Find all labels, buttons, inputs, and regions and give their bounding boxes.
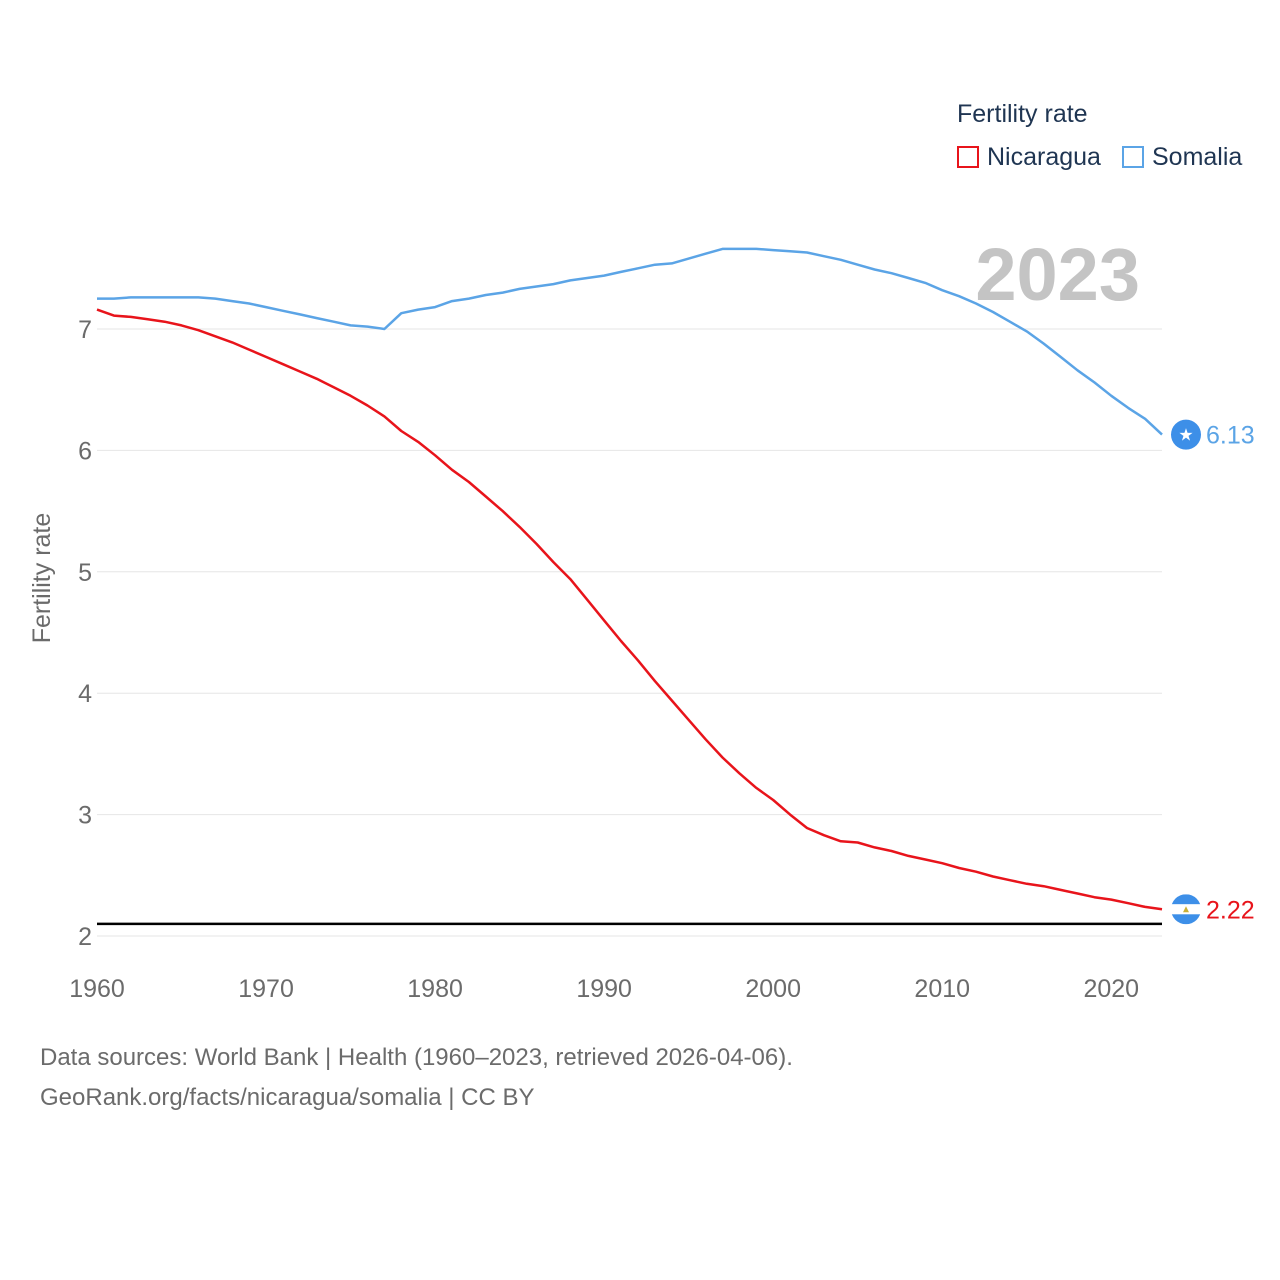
y-tick-label: 7 (78, 316, 92, 344)
y-tick-labels: 2 3 4 5 6 7 (78, 316, 92, 951)
somalia-flag-icon: ★ (1171, 419, 1201, 450)
end-value-label-somalia: 6.13 (1206, 422, 1255, 450)
y-tick-label: 4 (78, 680, 92, 708)
x-tick-labels: 1960 1970 1980 1990 2000 2010 2020 (69, 975, 1139, 1003)
series-line-somalia[interactable] (97, 247, 1163, 436)
svg-text:★: ★ (1178, 426, 1193, 446)
legend-swatch-somalia (1122, 146, 1144, 168)
legend-item-somalia[interactable]: Somalia (1122, 142, 1242, 172)
y-tick-label: 6 (78, 437, 92, 465)
y-axis-label: Fertility rate (28, 513, 56, 644)
x-tick-label: 2010 (914, 975, 970, 1003)
gridlines (97, 328, 1162, 937)
series-lines (96, 247, 1163, 911)
attribution-link[interactable]: GeoRank.org/facts/nicaragua/somalia | CC… (40, 1084, 535, 1111)
y-tick-label: 3 (78, 802, 92, 830)
x-tick-label: 2000 (745, 975, 801, 1003)
year-badge: 2023 (975, 233, 1140, 316)
end-markers: ★ 6.13 2.22 (1171, 419, 1255, 925)
x-tick-label: 1980 (407, 975, 463, 1003)
legend-title: Fertility rate (957, 100, 1088, 128)
legend-label-somalia: Somalia (1152, 142, 1243, 171)
data-source-text: Data sources: World Bank | Health (1960–… (40, 1044, 793, 1071)
legend-swatch-nicaragua (957, 146, 979, 168)
series-line-nicaragua[interactable] (96, 308, 1163, 911)
x-tick-label: 1970 (238, 975, 294, 1003)
x-tick-label: 1960 (69, 975, 125, 1003)
y-tick-label: 2 (78, 923, 92, 951)
y-tick-label: 5 (78, 559, 92, 587)
x-tick-label: 2020 (1083, 975, 1139, 1003)
legend-label-nicaragua: Nicaragua (987, 142, 1101, 171)
end-value-label-nicaragua: 2.22 (1206, 896, 1255, 924)
legend-item-nicaragua[interactable]: Nicaragua (957, 142, 1101, 172)
nicaragua-flag-icon (1171, 894, 1201, 925)
x-tick-label: 1990 (576, 975, 632, 1003)
